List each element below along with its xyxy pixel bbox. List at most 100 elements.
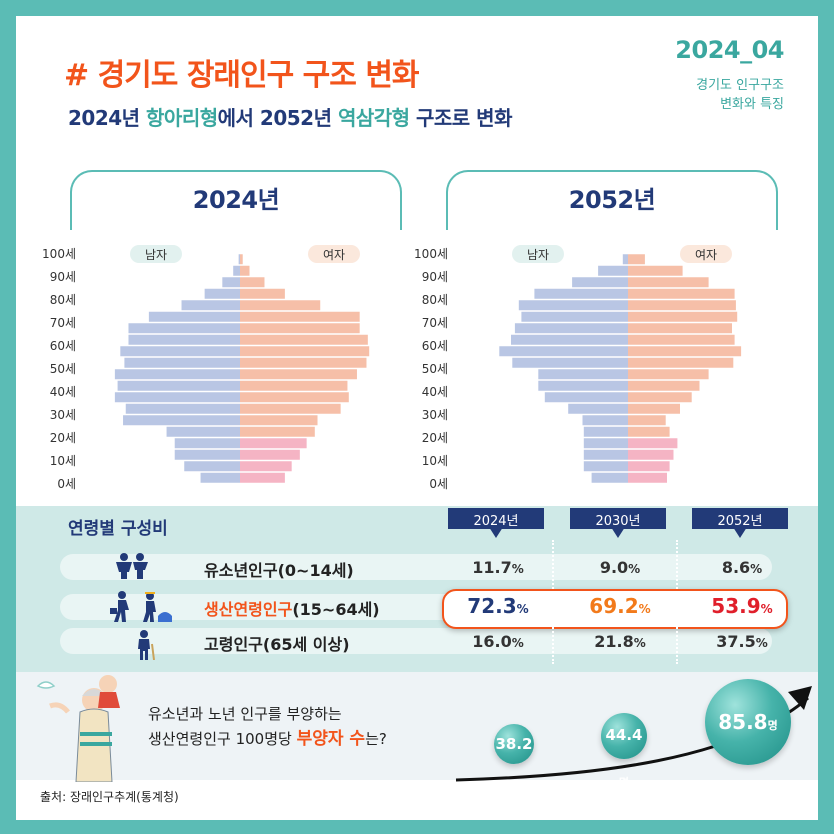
cell-unit: %	[750, 562, 763, 576]
cell-value: 72.3	[467, 594, 517, 618]
pyramid-bar-male	[582, 415, 628, 426]
pyramid-bar-male	[521, 311, 628, 322]
cell-value: 53.9	[711, 594, 761, 618]
pyramid-bar-female	[240, 346, 370, 357]
cell-unit: %	[633, 636, 646, 650]
pyramid-bar-female	[240, 415, 318, 426]
pyramid-bar-female	[628, 461, 670, 472]
pyramid-tick-label: 70세	[422, 316, 448, 330]
workers-icon	[110, 591, 172, 622]
question-text: 는?	[365, 730, 387, 748]
population-pyramids: 100세 90세 80세 70세 60세 50세 40세 30세 20세 10세 0세 남자 여자 100…	[42, 245, 742, 491]
pyramid-bar-female	[240, 300, 321, 311]
pyramid-tick-label: 100세	[414, 247, 448, 261]
pyramid-bar-female	[240, 311, 360, 322]
cell-value: 21.8	[594, 632, 634, 651]
pyramid-bar-female	[240, 461, 292, 472]
pyramid-tick-label: 0세	[57, 477, 76, 491]
legend-female: 여자	[695, 248, 717, 262]
pyramid-tick-label: 30세	[50, 408, 76, 422]
cell-working-2024: 72.3%	[448, 594, 548, 618]
elderly-icon	[138, 630, 155, 660]
pyramid-tick-label: 10세	[50, 454, 76, 468]
pyramid-bar-male	[538, 369, 628, 380]
dependency-ball-2052: 85.8명	[705, 679, 791, 765]
pyramid-bar-female	[628, 265, 683, 276]
subtitle-part: 2024년	[68, 106, 147, 130]
pyramid-tick-label: 50세	[422, 362, 448, 376]
pyramid-bar-male	[583, 438, 628, 449]
row-youth	[60, 554, 772, 580]
pyramid-bar-male	[499, 346, 628, 357]
ball-unit: 명	[618, 775, 630, 789]
pyramid-bar-female	[628, 300, 736, 311]
ball-unit: 명	[508, 779, 520, 792]
pyramid-bar-male	[114, 392, 240, 403]
pyramid-2052-header: 2052년	[446, 170, 778, 230]
pyramid-bar-female	[628, 403, 680, 414]
pyramid-bar-female	[628, 334, 735, 345]
cell-unit: %	[511, 636, 524, 650]
pyramid-tick-label: 70세	[50, 316, 76, 330]
pyramid-bar-female	[628, 426, 670, 437]
dependency-panel	[16, 672, 818, 780]
cell-unit: %	[755, 636, 768, 650]
pyramid-tick-label: 50세	[50, 362, 76, 376]
legend-male: 남자	[527, 248, 549, 262]
cell-elderly-2030: 21.8%	[570, 632, 670, 651]
question-line: 생산연령인구 100명당 부양자 수는?	[148, 727, 387, 752]
cell-value: 11.7	[472, 558, 512, 577]
pyramid-bar-female	[628, 288, 735, 299]
legend-male: 남자	[145, 248, 167, 262]
infographic-card: # 경기도 장래인구 구조 변화 2024년 항아리형에서 2052년 역삼각형…	[16, 16, 818, 820]
composition-title: 연령별 구성비	[68, 519, 168, 539]
subtitle-highlight-2052: 역삼각형	[337, 106, 410, 130]
pyramid-tick-label: 90세	[422, 270, 448, 284]
pyramid-tick-label: 100세	[42, 247, 76, 261]
cell-unit: %	[628, 562, 641, 576]
pyramid-bar-female	[240, 438, 307, 449]
legend-male-pill	[512, 245, 564, 263]
pyramid-bar-male	[233, 265, 240, 276]
ball-unit: 명	[767, 719, 778, 732]
pyramid-bar-female	[240, 426, 315, 437]
pyramid-bar-female	[240, 380, 348, 391]
subtitle-part: 구조로 변화	[409, 106, 512, 130]
pyramid-tick-label: 30세	[422, 408, 448, 422]
row-youth-label: 유소년인구(0~14세)	[204, 561, 354, 580]
pyramid-bar-male	[222, 277, 240, 288]
pyramid-bar-female	[240, 277, 265, 288]
cell-elderly-2024: 16.0%	[448, 632, 548, 651]
pyramid-bar-male	[514, 323, 628, 334]
pyramid-bar-female	[628, 472, 667, 483]
pyramid-bar-female	[628, 346, 742, 357]
pyramid-bar-male	[117, 380, 240, 391]
cell-unit: %	[511, 562, 524, 576]
pyramid-bar-female	[628, 369, 709, 380]
cell-value: 9.0	[599, 558, 629, 577]
pyramid-bar-male	[124, 357, 240, 368]
pyramid-bar-male	[538, 380, 628, 391]
pyramid-bar-female	[628, 415, 666, 426]
pyramid-bar-male	[544, 392, 628, 403]
legend-female: 여자	[323, 248, 345, 262]
subtitle-part: 에서 2052년	[217, 106, 338, 130]
column-2030: 2030년	[570, 508, 666, 538]
cell-value: 37.5	[716, 632, 756, 651]
edition-note-line: 변화와 특징	[720, 97, 784, 112]
row-elderly	[60, 628, 772, 654]
source-note: 출처: 장래인구추계(통계청)	[40, 790, 179, 804]
pyramid-bar-female	[240, 449, 300, 460]
cell-youth-2024: 11.7%	[448, 558, 548, 577]
pyramid-bar-female	[240, 265, 250, 276]
edition-badge: 2024_04	[675, 36, 784, 64]
cell-value: 69.2	[589, 594, 639, 618]
pyramid-bar-male	[598, 265, 628, 276]
pyramid-bar-male	[200, 472, 240, 483]
pyramid-bar-male	[128, 334, 240, 345]
legend-female-pill	[308, 245, 360, 263]
pyramid-tick-label: 60세	[50, 339, 76, 353]
dependency-ball-2024: 38.2 명	[494, 724, 534, 792]
column-divider	[552, 540, 554, 664]
pyramid-bar-male	[591, 472, 628, 483]
